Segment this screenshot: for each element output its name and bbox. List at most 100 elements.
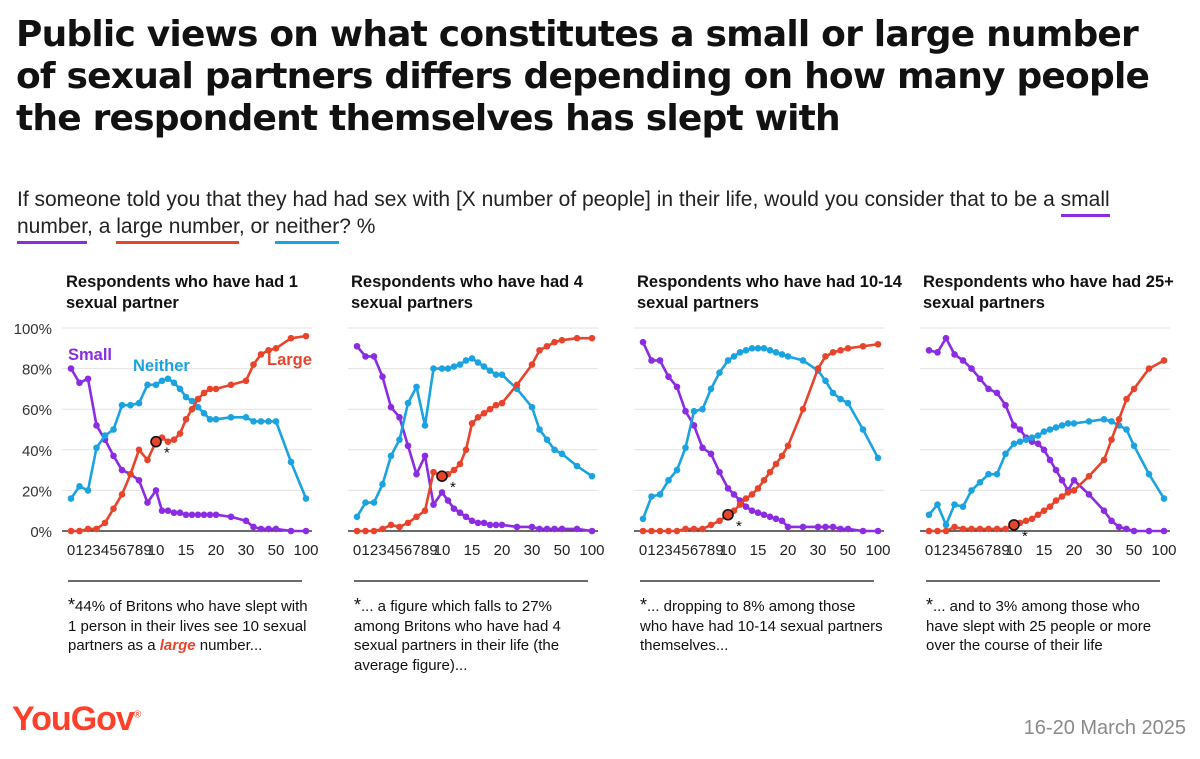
note-1-partner: *44% of Britons who have slept with 1 pe… <box>68 595 313 656</box>
data-point-large <box>486 405 494 413</box>
data-point-small <box>456 509 464 517</box>
data-point-small <box>730 491 738 498</box>
x-tick-label: 7 <box>698 542 706 559</box>
data-point-large <box>76 527 83 535</box>
data-point-large <box>1070 487 1078 494</box>
data-point-large <box>194 395 202 403</box>
y-tick-label: 40% <box>22 443 52 460</box>
data-point-large <box>772 460 780 468</box>
data-point-small <box>837 525 844 533</box>
series-label-small: Small <box>68 346 112 364</box>
x-tick-label: 0 <box>353 542 361 559</box>
data-point-large <box>1115 416 1123 423</box>
data-point-small <box>1100 507 1108 514</box>
data-point-large <box>822 353 829 360</box>
data-point-neither <box>588 472 596 480</box>
panel-title-10-14-partners: Respondents who have had 10-14 sexual pa… <box>637 273 902 312</box>
data-point-neither <box>387 452 395 460</box>
x-tick-label: 10 <box>720 542 737 559</box>
data-point-small <box>528 523 536 531</box>
data-point-large <box>1046 503 1054 510</box>
data-point-neither <box>1100 416 1108 423</box>
data-point-large <box>468 420 476 427</box>
data-point-small <box>993 389 1001 397</box>
data-point-small <box>152 487 160 494</box>
data-point-small <box>656 357 664 364</box>
data-point-neither <box>1160 495 1168 502</box>
note-text: 44% of Britons who have slept with 1 per… <box>68 598 308 654</box>
data-point-neither <box>362 499 369 506</box>
data-point-neither <box>413 383 420 391</box>
data-point-neither <box>1058 422 1066 429</box>
data-point-small <box>707 450 715 458</box>
data-point-large <box>925 527 933 535</box>
data-point-small <box>362 353 369 360</box>
data-point-large <box>110 505 117 512</box>
data-point-large <box>396 523 403 531</box>
data-point-large <box>673 527 681 535</box>
x-tick-label: 9 <box>429 542 437 559</box>
data-point-large <box>456 460 464 468</box>
data-point-neither <box>158 377 166 385</box>
data-point-small <box>438 489 446 496</box>
data-point-neither <box>118 401 126 409</box>
data-point-large <box>934 527 941 535</box>
data-point-small <box>1058 476 1066 484</box>
data-point-small <box>450 505 458 512</box>
data-point-large <box>462 446 470 454</box>
data-point-small <box>968 365 975 372</box>
yougov-logo: YouGov® <box>12 700 141 739</box>
data-point-neither <box>272 418 280 425</box>
data-point-large <box>874 340 882 348</box>
data-point-neither <box>265 418 272 425</box>
x-tick-label: 100 <box>1151 542 1176 559</box>
x-tick-label: 7 <box>412 542 420 559</box>
x-tick-label: 3 <box>664 542 672 559</box>
data-point-small <box>76 379 83 387</box>
data-point-large <box>118 491 126 498</box>
data-point-large <box>250 361 257 368</box>
x-tick-label: 1 <box>647 542 655 559</box>
data-point-neither <box>257 418 265 425</box>
x-tick-label: 20 <box>494 542 511 559</box>
data-point-neither <box>1046 426 1054 433</box>
note-star: * <box>926 595 934 615</box>
data-point-small <box>413 470 420 478</box>
x-tick-label: 0 <box>67 542 75 559</box>
data-point-small <box>1085 491 1093 498</box>
x-tick-label: 10 <box>1006 542 1023 559</box>
x-tick-label: 50 <box>554 542 571 559</box>
data-point-large <box>242 377 250 385</box>
data-point-small <box>639 338 647 346</box>
data-point-small <box>551 525 558 533</box>
survey-date: 16-20 March 2025 <box>1023 717 1186 739</box>
data-point-neither <box>730 353 738 360</box>
data-point-large <box>413 513 420 521</box>
data-point-large <box>844 345 852 352</box>
data-point-large <box>492 401 500 409</box>
data-point-small <box>799 523 807 531</box>
data-point-large <box>127 470 134 478</box>
data-point-small <box>951 351 958 358</box>
data-point-small <box>742 503 750 510</box>
series-label-large: Large <box>267 351 312 369</box>
series-line-small <box>641 341 878 533</box>
data-point-large <box>543 342 551 350</box>
data-point-large <box>573 334 581 342</box>
data-point-neither <box>1034 432 1042 439</box>
data-point-large <box>135 446 143 454</box>
data-point-neither <box>665 476 672 484</box>
data-point-small <box>227 513 235 521</box>
data-point-large <box>648 527 655 535</box>
x-tick-label: 4 <box>387 542 395 559</box>
data-point-neither <box>353 513 361 521</box>
data-point-neither <box>462 357 470 364</box>
subtitle-text: If someone told you that they had had se… <box>17 188 1061 211</box>
data-point-small <box>272 525 280 533</box>
data-point-small <box>486 521 494 529</box>
y-tick-label: 20% <box>22 483 52 500</box>
x-tick-label: 5 <box>681 542 689 559</box>
data-point-large <box>272 345 280 352</box>
x-tick-label: 5 <box>967 542 975 559</box>
data-point-small <box>699 444 706 452</box>
